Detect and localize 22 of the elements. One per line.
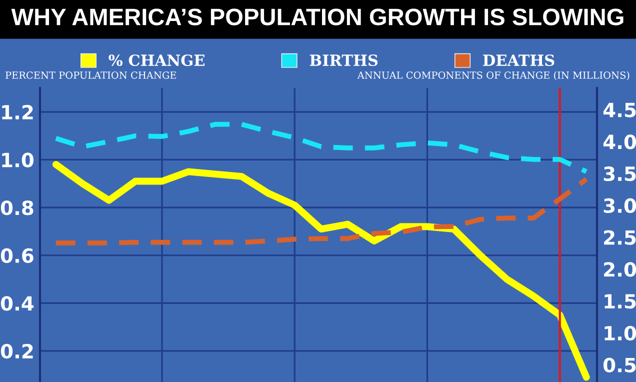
- y-tick-label: 1.2: [2, 104, 33, 120]
- y-tick-label: 0.6: [0, 248, 34, 263]
- legend-label: % CHANGE: [108, 54, 205, 66]
- y2-tick-label: 2.0: [604, 262, 636, 277]
- y-tick-label: 1.0: [2, 152, 34, 168]
- line-series: [53, 122, 589, 174]
- y2-tick-label: 0.5: [603, 358, 636, 372]
- legend-label: BIRTHS: [310, 54, 378, 66]
- y2-tick-label: 4.0: [603, 134, 636, 150]
- chart-title: WHY AMERICA’S POPULATION GROWTH IS SLOWING: [11, 8, 624, 26]
- y-tick-label: 0.4: [0, 296, 34, 311]
- y-axis-title: PERCENT POPULATION CHANGE: [6, 71, 176, 79]
- y2-tick-label: 2.5: [604, 230, 636, 245]
- y2-tick-label: 3.0: [604, 198, 636, 214]
- y2-tick-label: 1.5: [604, 294, 636, 309]
- y2-tick-label: 3.5: [604, 166, 636, 182]
- y-tick-label: 0.8: [0, 200, 34, 216]
- y-tick-label: 0.2: [0, 344, 33, 359]
- y2-tick-label: 1.0: [604, 326, 636, 341]
- y2-tick-label: 4.5: [603, 102, 636, 118]
- legend-label: DEATHS: [483, 54, 554, 66]
- y2-axis-title: ANNUAL COMPONENTS OF CHANGE (IN MILLIONS): [357, 71, 630, 80]
